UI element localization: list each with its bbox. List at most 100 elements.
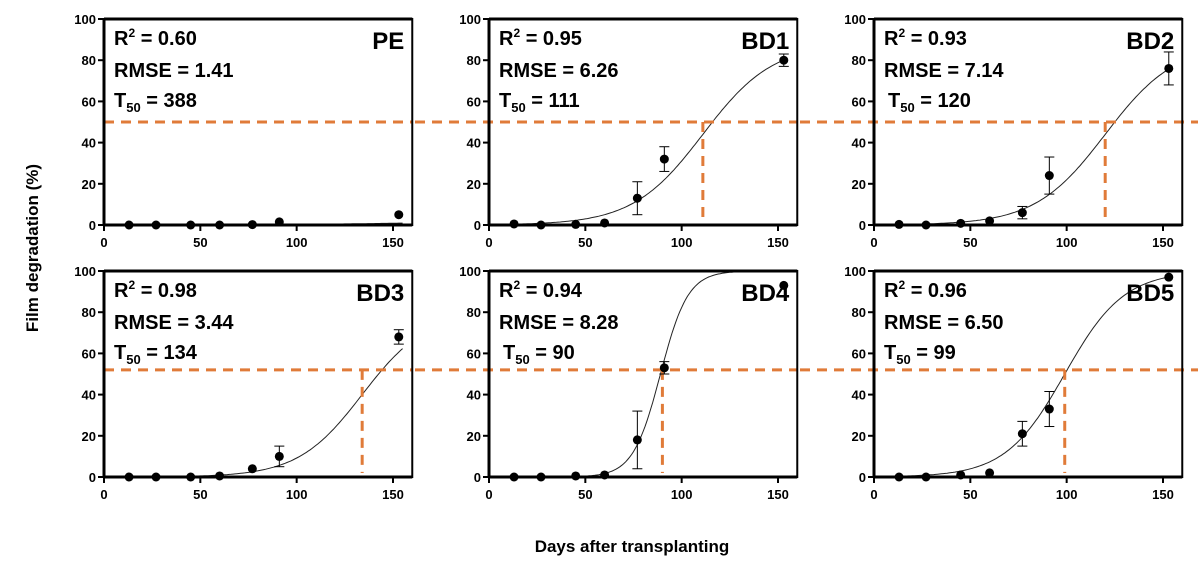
x-tick-label: 0 [485, 235, 492, 250]
data-point [985, 216, 995, 226]
data-point [186, 220, 196, 230]
t50-value: = 111 [526, 90, 580, 112]
r2-label: R [114, 280, 129, 302]
r2-label: R [884, 280, 899, 302]
data-point [894, 219, 904, 229]
r2-superscript: 2 [513, 26, 520, 40]
data-point [394, 210, 404, 220]
y-tick-label: 40 [852, 388, 866, 403]
x-tick-label: 100 [671, 235, 693, 250]
r2-superscript: 2 [128, 278, 135, 292]
data-point [186, 472, 196, 482]
r2-superscript: 2 [898, 278, 905, 292]
x-tick-label: 0 [100, 487, 107, 502]
panel-bd4: 0 20 40 60 80 100 0 50 100 150 R2 = 0.94 RMSE = 8.2… [415, 264, 799, 502]
y-tick-label: 60 [467, 94, 481, 109]
data-point [894, 472, 904, 482]
t50-value: = 388 [141, 90, 197, 112]
y-tick-label: 0 [474, 218, 481, 233]
y-tick-label: 40 [467, 388, 481, 403]
y-tick-label: 40 [82, 136, 96, 151]
y-tick-label: 80 [82, 305, 96, 320]
y-tick-label: 60 [852, 94, 866, 109]
r2-stat: R2 = 0.93 [884, 26, 967, 50]
x-tick-label: 150 [1152, 235, 1174, 250]
data-point [536, 220, 546, 230]
x-tick-label: 150 [1152, 487, 1174, 502]
y-tick-label: 80 [82, 53, 96, 68]
r2-superscript: 2 [898, 26, 905, 40]
x-tick-label: 100 [1056, 487, 1078, 502]
r2-stat: R2 = 0.96 [884, 278, 967, 302]
data-point [985, 468, 995, 478]
t50-stat: T50 = 99 [884, 342, 956, 367]
data-point [779, 280, 789, 290]
x-tick-label: 150 [767, 487, 789, 502]
rmse-stat: RMSE = 6.50 [884, 312, 1004, 334]
x-tick-label: 150 [767, 235, 789, 250]
data-point [921, 472, 931, 482]
t50-subscript: 50 [126, 352, 140, 367]
panel-bd5: 0 20 40 60 80 100 0 50 100 150 R2 = 0.96 RMSE = 6.5… [800, 264, 1198, 502]
y-tick-label: 20 [852, 429, 866, 444]
x-tick-label: 50 [963, 487, 977, 502]
panel-bd1: 0 20 40 60 80 100 0 50 100 150 R2 = 0.95 RMSE = 6.2… [415, 12, 799, 250]
r2-label: R [499, 28, 514, 50]
data-point [509, 472, 519, 482]
data-point [274, 217, 284, 227]
data-point [247, 220, 257, 230]
r2-stat: R2 = 0.60 [114, 26, 197, 50]
x-tick-label: 100 [286, 487, 308, 502]
x-axis-title: Days after transplanting [535, 537, 730, 556]
data-point [394, 332, 404, 342]
t50-label: T [888, 90, 900, 112]
data-point [659, 154, 669, 164]
y-axis-title: Film degradation (%) [23, 164, 42, 332]
x-tick-label: 50 [193, 487, 207, 502]
data-point [600, 218, 610, 228]
t50-stat: T50 = 388 [114, 90, 197, 115]
t50-subscript: 50 [511, 100, 525, 115]
data-point [509, 219, 519, 229]
t50-subscript: 50 [896, 352, 910, 367]
data-point [659, 363, 669, 373]
y-tick-label: 0 [89, 218, 96, 233]
x-tick-label: 50 [578, 235, 592, 250]
data-point [571, 219, 581, 229]
r2-value: = 0.98 [135, 280, 197, 302]
y-tick-label: 20 [82, 429, 96, 444]
y-tick-label: 60 [467, 346, 481, 361]
data-point [247, 464, 257, 474]
y-tick-label: 0 [474, 470, 481, 485]
x-tick-label: 0 [870, 235, 877, 250]
rmse-stat: RMSE = 1.41 [114, 60, 234, 82]
y-tick-label: 100 [459, 264, 481, 279]
t50-label: T [503, 342, 515, 364]
x-tick-label: 150 [382, 487, 404, 502]
data-point [1017, 208, 1027, 218]
data-point [921, 220, 931, 230]
t50-label: T [114, 342, 126, 364]
t50-stat: T50 = 90 [503, 342, 575, 367]
y-tick-label: 60 [82, 346, 96, 361]
t50-stat: T50 = 120 [888, 90, 971, 115]
panel-pe: 0 20 40 60 80 100 0 50 100 150 R2 = 0.60 RMSE = 1.4… [74, 12, 414, 250]
r2-label: R [114, 28, 129, 50]
data-point [600, 470, 610, 480]
t50-value: = 90 [530, 342, 575, 364]
r2-value: = 0.94 [520, 280, 583, 302]
panel-title: PE [372, 28, 404, 55]
r2-superscript: 2 [128, 26, 135, 40]
data-point [956, 470, 966, 480]
r2-value: = 0.93 [905, 28, 967, 50]
t50-label: T [499, 90, 511, 112]
t50-value: = 99 [911, 342, 956, 364]
t50-stat: T50 = 134 [114, 342, 198, 367]
fit-curve [104, 348, 403, 478]
data-point [536, 472, 546, 482]
data-point [779, 55, 789, 65]
data-point [274, 451, 284, 461]
y-tick-label: 80 [852, 53, 866, 68]
